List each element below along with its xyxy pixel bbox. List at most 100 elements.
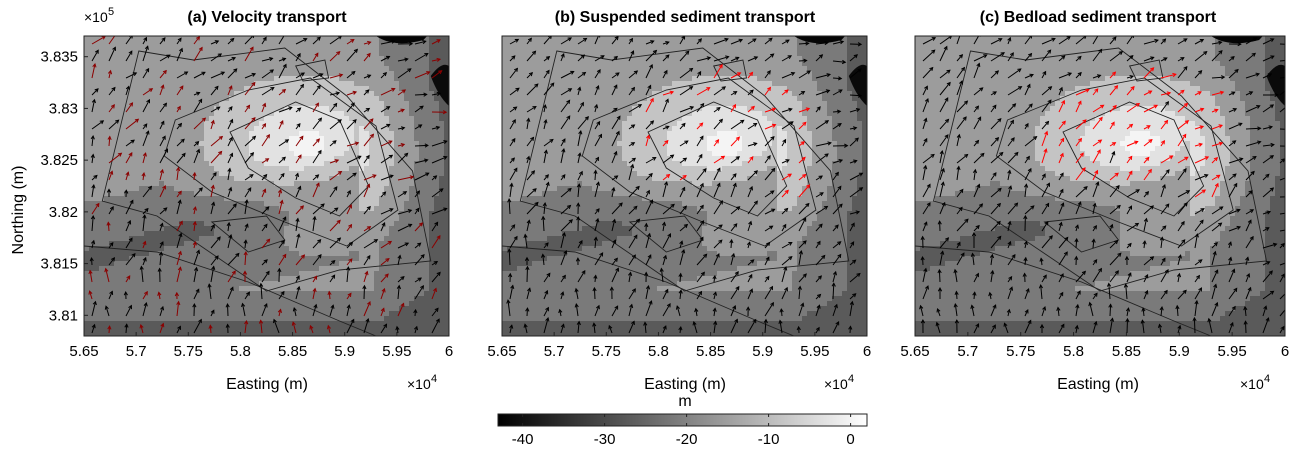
vector-arrow xyxy=(1109,223,1114,232)
y-tick-label: 3.815 xyxy=(40,256,78,273)
vector-arrow xyxy=(1177,57,1185,62)
vector-arrow xyxy=(363,301,371,317)
vector-arrow xyxy=(628,288,636,300)
vector-arrow xyxy=(594,252,604,266)
vector-arrow xyxy=(764,86,771,96)
vector-arrow xyxy=(397,108,405,113)
vector-arrow xyxy=(88,290,93,300)
vector-arrow xyxy=(1177,168,1187,181)
vector-arrow xyxy=(920,255,925,266)
vector-arrow xyxy=(832,171,839,181)
vector-arrow xyxy=(242,270,248,282)
vector-arrow xyxy=(1211,90,1225,96)
vector-arrow xyxy=(1007,185,1013,198)
vector-arrow xyxy=(210,223,215,232)
tick-labels: 5.65 5.7 5.75 5.8 5.85 5.9 5.95 6 xyxy=(487,332,871,360)
vector-arrow xyxy=(176,190,182,198)
vector-arrow xyxy=(292,306,297,317)
vector-arrow xyxy=(730,318,738,334)
vector-arrow xyxy=(414,277,422,283)
vector-arrow xyxy=(764,241,771,249)
vector-arrow xyxy=(1143,256,1155,266)
vector-arrow xyxy=(1109,204,1121,215)
vector-arrow xyxy=(973,105,980,113)
vector-arrow xyxy=(937,220,942,232)
vector-arrow xyxy=(1058,55,1066,62)
vector-arrow xyxy=(542,201,547,215)
vector-arrow xyxy=(577,37,588,45)
vector-arrow xyxy=(560,138,566,147)
vector-arrow xyxy=(1075,137,1083,147)
vector-arrow xyxy=(507,248,512,266)
vector-arrow xyxy=(380,154,394,164)
vector-arrow xyxy=(142,214,147,232)
vector-arrow xyxy=(696,56,712,62)
vector-arrow xyxy=(362,284,367,300)
vector-arrow xyxy=(798,217,807,232)
vector-arrow xyxy=(1159,305,1164,317)
vector-arrow xyxy=(1228,91,1236,96)
vector-arrow xyxy=(645,232,652,249)
vector-arrow xyxy=(849,187,864,198)
vector-arrow xyxy=(781,121,794,130)
x-tick-label: 5.85 xyxy=(1112,343,1141,360)
vector-arrow xyxy=(990,324,996,334)
vector-arrow xyxy=(278,290,285,300)
x-exponent-base: ×10 xyxy=(407,376,431,392)
vector-arrow xyxy=(1007,119,1014,130)
vector-arrow xyxy=(1126,222,1140,232)
vector-arrow xyxy=(1126,55,1134,62)
vector-arrow xyxy=(1160,91,1172,96)
vector-arrow xyxy=(142,130,150,147)
vector-arrow xyxy=(108,257,116,266)
vector-arrow xyxy=(431,91,442,97)
vector-arrow xyxy=(346,241,354,249)
vector-arrow xyxy=(526,136,535,147)
vector-arrow xyxy=(644,271,649,283)
vector-arrow xyxy=(922,221,928,232)
vector-arrow xyxy=(210,255,219,266)
vector-arrow xyxy=(1211,182,1219,198)
vector-arrow xyxy=(525,265,530,283)
vector-arrow xyxy=(747,318,757,334)
vector-arrow xyxy=(730,38,744,45)
x-tick-label: 5.65 xyxy=(487,343,516,360)
vector-arrow xyxy=(244,174,254,181)
vector-arrow xyxy=(611,257,618,266)
vector-arrow xyxy=(1143,191,1150,198)
vector-arrow xyxy=(1245,37,1258,45)
y-exponent-power: 5 xyxy=(108,6,114,18)
vector-arrow xyxy=(91,202,100,215)
vector-arrow xyxy=(1211,50,1223,62)
vector-arrow xyxy=(1160,119,1169,130)
vector-arrow xyxy=(261,158,270,164)
vector-arrow xyxy=(159,84,165,96)
vector-arrow xyxy=(139,323,144,334)
x-exponent-power: 4 xyxy=(1264,373,1270,385)
vector-arrow xyxy=(849,54,858,62)
vector-arrow xyxy=(560,187,572,198)
vector-arrow xyxy=(1211,156,1219,164)
vector-arrow xyxy=(413,308,418,317)
vector-arrow xyxy=(558,308,563,317)
vector-arrow xyxy=(108,241,114,249)
vector-arrow xyxy=(1262,270,1273,283)
vector-arrow xyxy=(506,299,511,317)
vector-arrow xyxy=(849,126,858,131)
vector-arrow xyxy=(730,270,739,283)
vector-arrow xyxy=(295,72,305,79)
vector-arrow xyxy=(798,121,807,130)
y-exponent-base: ×10 xyxy=(84,9,108,25)
vector-arrow xyxy=(261,259,268,266)
vector-arrow xyxy=(764,275,770,283)
vector-arrow xyxy=(509,106,518,113)
vector-arrow xyxy=(108,170,114,181)
vector-arrow xyxy=(815,89,831,96)
vector-arrow xyxy=(1041,235,1053,249)
vector-arrow xyxy=(397,276,405,283)
vector-arrow xyxy=(363,318,370,334)
vector-arrow xyxy=(939,181,945,198)
contour-line xyxy=(647,101,788,217)
vector-arrow xyxy=(628,205,638,215)
vector-arrow xyxy=(91,323,96,334)
